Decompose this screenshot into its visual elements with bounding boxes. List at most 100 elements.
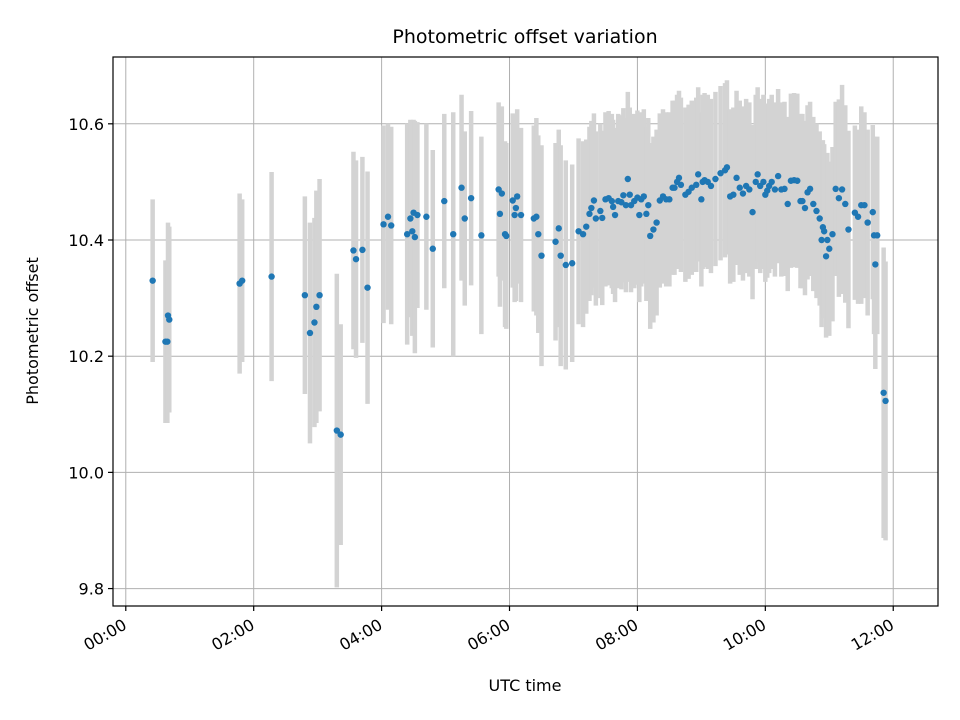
data-point: [733, 174, 740, 182]
data-point: [316, 291, 323, 299]
data-point: [666, 196, 673, 203]
data-point: [754, 171, 761, 178]
data-point: [707, 182, 715, 190]
data-point: [609, 203, 617, 211]
data-point: [380, 221, 387, 228]
data-point: [461, 215, 468, 222]
data-point: [586, 210, 593, 218]
data-point: [677, 181, 685, 189]
data-point: [730, 191, 737, 198]
data-point: [818, 236, 825, 244]
data-point: [164, 338, 171, 345]
data-point: [498, 190, 506, 197]
data-point: [467, 194, 475, 202]
data-point: [306, 329, 314, 337]
data-point: [511, 211, 518, 219]
data-point: [760, 178, 767, 186]
data-point: [414, 211, 421, 219]
data-point: [736, 184, 743, 191]
data-point: [478, 232, 485, 239]
data-point: [880, 389, 887, 396]
data-point: [771, 186, 779, 193]
data-point: [693, 181, 700, 189]
data-point: [626, 191, 633, 198]
data-point: [801, 204, 809, 212]
data-point: [636, 211, 643, 219]
data-point: [403, 230, 411, 238]
data-point: [781, 185, 788, 193]
data-point: [149, 277, 156, 284]
data-point: [842, 200, 849, 208]
data-point: [653, 219, 660, 226]
data-point: [872, 261, 879, 268]
data-point: [496, 210, 504, 218]
data-point: [337, 431, 344, 438]
data-points: [149, 164, 889, 438]
y-tick-label: 10.6: [68, 115, 104, 134]
data-point: [739, 190, 747, 197]
data-point: [810, 200, 817, 208]
data-point: [359, 246, 366, 254]
data-point: [816, 215, 823, 222]
data-point: [387, 222, 395, 229]
data-point: [784, 200, 791, 208]
data-point: [441, 197, 448, 205]
data-point: [640, 193, 648, 200]
data-point: [333, 427, 341, 434]
data-point: [647, 232, 654, 240]
data-point: [538, 252, 545, 259]
data-point: [723, 164, 731, 171]
data-point: [611, 211, 619, 219]
data-point: [384, 213, 392, 220]
data-point: [768, 178, 775, 186]
data-point: [557, 252, 564, 259]
data-point: [350, 247, 357, 254]
data-point: [829, 230, 836, 238]
data-point: [503, 232, 510, 240]
data-point: [512, 204, 520, 212]
data-point: [301, 291, 309, 299]
data-point: [671, 184, 678, 191]
data-point: [364, 284, 371, 291]
y-tick-label: 10.4: [68, 231, 104, 250]
data-point: [592, 215, 600, 222]
data-point: [861, 201, 868, 209]
data-point: [313, 303, 320, 311]
data-point: [694, 171, 702, 178]
data-point: [533, 213, 540, 220]
data-point: [352, 255, 360, 263]
data-point: [824, 236, 831, 244]
data-point: [622, 201, 630, 209]
data-point: [411, 233, 419, 241]
data-point: [826, 245, 833, 252]
data-point: [799, 197, 806, 205]
data-point: [882, 397, 889, 405]
data-point: [794, 177, 801, 184]
y-tick-label: 10.2: [68, 347, 104, 366]
data-point: [597, 207, 604, 215]
y-axis-ticks: 9.8 10.0 10.2 10.4 10.6: [68, 115, 113, 599]
data-point: [552, 238, 559, 245]
data-point: [579, 230, 587, 238]
data-point: [588, 204, 595, 212]
data-point: [620, 192, 627, 199]
y-axis-label: Photometric offset: [23, 257, 42, 405]
data-point: [864, 219, 871, 226]
data-point: [749, 208, 756, 216]
data-point: [599, 214, 606, 222]
axes-frame: [112, 56, 939, 607]
chart-title: Photometric offset variation: [392, 26, 657, 48]
data-point: [698, 196, 705, 203]
data-point: [650, 226, 657, 233]
data-point: [590, 197, 598, 204]
data-point: [407, 215, 414, 222]
data-point: [509, 197, 516, 204]
data-point: [845, 226, 852, 233]
data-point: [774, 172, 782, 180]
data-point: [450, 230, 457, 238]
data-point: [608, 197, 616, 205]
data-point: [238, 277, 246, 284]
data-point: [166, 316, 173, 323]
